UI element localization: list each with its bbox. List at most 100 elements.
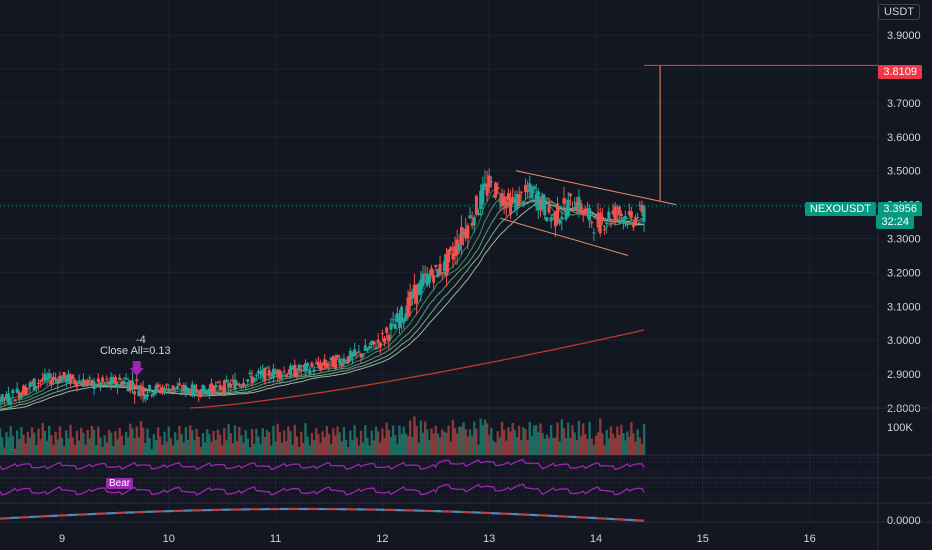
- candle-body: [148, 385, 152, 391]
- volume-bar: [191, 430, 194, 455]
- candle-body: [75, 382, 79, 387]
- candle-body: [2, 397, 6, 400]
- candle-body: [370, 340, 374, 345]
- volume-bar: [122, 444, 126, 455]
- candle-body: [579, 203, 583, 213]
- volume-bar: [636, 429, 639, 455]
- candle-body: [167, 388, 171, 393]
- candle-body: [239, 386, 243, 388]
- volume-bar: [135, 426, 138, 455]
- volume-bar: [513, 429, 517, 455]
- volume-bar: [302, 442, 305, 455]
- y-tick-label: 2.9000: [887, 369, 921, 381]
- candle-body: [318, 364, 322, 370]
- x-tick-label: 14: [590, 533, 602, 545]
- candle-body: [363, 345, 367, 351]
- candle-body: [603, 229, 607, 231]
- candle-body: [39, 380, 43, 382]
- candle-body: [568, 193, 572, 197]
- candle-body: [325, 362, 329, 368]
- candle-body: [137, 390, 141, 397]
- candle-body: [9, 401, 13, 404]
- volume-bar: [310, 432, 314, 455]
- currency-label[interactable]: USDT: [878, 4, 920, 20]
- candle-body: [600, 217, 604, 221]
- candle-body: [171, 385, 175, 391]
- volume-bar: [129, 423, 132, 455]
- bear-label: Bear: [106, 478, 134, 489]
- volume-bar: [537, 432, 540, 455]
- volume-bar: [607, 438, 611, 455]
- volume-bar: [84, 444, 87, 455]
- volume-bar: [227, 424, 230, 455]
- candle-body: [56, 379, 60, 384]
- volume-bar: [522, 427, 525, 455]
- candle-body: [212, 385, 216, 395]
- candle-body: [96, 378, 100, 383]
- volume-bar: [221, 444, 224, 455]
- candle-body: [86, 379, 90, 384]
- candle-body: [543, 198, 547, 216]
- candle-body: [642, 206, 646, 222]
- volume-bar: [342, 427, 346, 455]
- volume-bar: [473, 421, 476, 455]
- candle-body: [336, 354, 340, 358]
- candle-body: [594, 217, 598, 219]
- candle-body: [442, 261, 446, 272]
- candle-body: [631, 222, 635, 228]
- candle-body: [378, 342, 382, 348]
- candle-body: [479, 190, 483, 210]
- volume-bar: [344, 439, 348, 455]
- volume-bar: [278, 432, 282, 455]
- volume-bar: [250, 429, 254, 455]
- volume-bar: [270, 445, 273, 455]
- candle-body: [333, 357, 337, 369]
- volume-bar: [426, 429, 429, 455]
- candle-body: [310, 362, 314, 367]
- candle-body: [491, 196, 495, 198]
- volume-bar: [193, 440, 196, 455]
- volume-bar: [626, 431, 629, 455]
- volume-bar: [201, 432, 205, 455]
- candle-body: [474, 195, 478, 215]
- candle-body: [192, 385, 196, 394]
- volume-bar: [261, 428, 264, 455]
- candle-body: [254, 374, 258, 376]
- candle-body: [365, 349, 369, 351]
- candle-body: [472, 217, 476, 226]
- candle-body: [109, 377, 113, 385]
- volume-bar: [259, 443, 262, 455]
- volume-bar: [246, 438, 250, 455]
- volume-bar: [291, 444, 294, 455]
- volume-bar: [39, 439, 42, 455]
- candle-body: [51, 376, 55, 381]
- candle-body: [607, 211, 611, 219]
- candle-body: [169, 389, 173, 391]
- volume-bar: [13, 448, 17, 455]
- volume-bar: [552, 437, 555, 455]
- volume-bar: [430, 428, 433, 455]
- candle-body: [49, 379, 53, 385]
- candle-body: [504, 200, 508, 209]
- volume-bar: [464, 428, 467, 455]
- candle-body: [541, 195, 545, 209]
- volume-bar: [276, 423, 279, 455]
- candle-body: [605, 223, 609, 225]
- volume-bar: [411, 437, 414, 455]
- candle-body: [175, 386, 179, 390]
- candle-body: [265, 367, 269, 369]
- volume-bar: [161, 444, 164, 455]
- volume-bar: [417, 442, 420, 455]
- candle-body: [156, 384, 160, 388]
- volume-bar: [460, 426, 463, 455]
- x-tick-label: 12: [376, 533, 388, 545]
- channel-upper-line: [515, 170, 677, 206]
- candle-body: [636, 216, 640, 218]
- candle-body: [271, 368, 275, 379]
- volume-bar: [242, 442, 245, 455]
- candle-body: [577, 196, 581, 213]
- candle-body: [66, 373, 70, 382]
- candle-body: [438, 263, 442, 275]
- volume-bar: [556, 422, 559, 455]
